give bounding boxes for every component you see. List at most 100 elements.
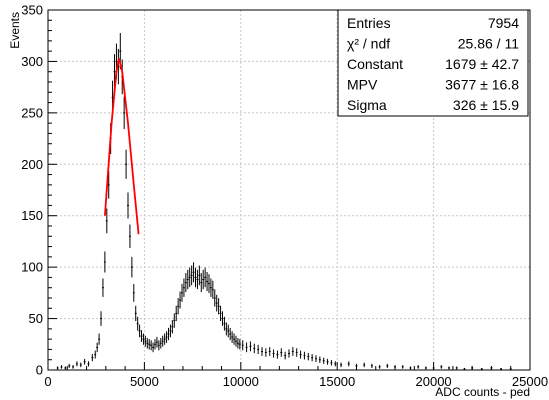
data-point (150, 340, 153, 351)
data-point (154, 339, 156, 350)
data-point (261, 347, 263, 356)
data-point (91, 354, 94, 362)
data-point (182, 278, 185, 297)
data-point (417, 365, 420, 369)
data-point (202, 269, 205, 290)
data-point (159, 338, 162, 349)
data-point (165, 331, 168, 343)
data-point (196, 269, 199, 290)
y-tick-label: 100 (21, 260, 43, 275)
data-point (211, 280, 214, 299)
data-point (245, 342, 248, 353)
x-axis-label: ADC counts - ped (435, 385, 530, 399)
data-point (424, 366, 427, 370)
stat-value: 1679 ± 42.7 (445, 56, 519, 72)
data-point (249, 341, 252, 352)
data-point (215, 294, 218, 312)
data-point (64, 366, 67, 370)
data-point (231, 331, 234, 343)
data-point (128, 224, 131, 249)
data-point (209, 278, 212, 297)
data-point (326, 358, 329, 365)
data-point (241, 340, 244, 351)
x-tick-label: 5000 (130, 374, 159, 389)
x-tick-label: 10000 (223, 374, 259, 389)
data-point (386, 363, 389, 368)
data-point (186, 269, 189, 290)
data-point (253, 343, 256, 354)
data-point (148, 339, 151, 350)
data-point (284, 351, 287, 360)
data-point (175, 305, 178, 322)
plot-frame (47, 9, 531, 371)
data-point (103, 251, 106, 273)
x-tick-labels: 0 5000 10000 15000 20000 25000 (44, 374, 548, 389)
stat-label: Constant (347, 56, 403, 72)
x-tick-label: 15000 (319, 374, 355, 389)
data-point (363, 362, 366, 368)
data-point (288, 349, 290, 358)
stats-box-frame (337, 9, 529, 117)
stat-value: 25.86 / 11 (458, 36, 519, 52)
data-point (190, 265, 193, 286)
data-point (291, 347, 294, 356)
fit-curve (104, 58, 140, 235)
data-point (318, 356, 321, 363)
data-point (152, 342, 155, 353)
data-point (378, 365, 381, 369)
stats-rows: Entries 7954 χ² / ndf 25.86 / 11 Constant 167… (347, 15, 519, 113)
data-point (94, 350, 97, 359)
y-tick-label: 0 (36, 363, 43, 378)
data-point (194, 267, 197, 288)
data-point (213, 289, 216, 307)
data-point (347, 361, 350, 367)
data-point (123, 96, 126, 130)
data-point (144, 335, 147, 347)
data-point (72, 365, 75, 369)
stat-value: 3677 ± 16.8 (445, 77, 519, 93)
data-point (401, 365, 404, 369)
data-point (68, 363, 71, 368)
data-point (455, 366, 458, 370)
axis-ticks (47, 9, 531, 371)
data-point (100, 311, 102, 326)
data-point (157, 340, 160, 351)
data-point (198, 265, 201, 286)
data-point (225, 322, 228, 336)
data-point (268, 347, 271, 356)
data-point (322, 357, 325, 364)
data-point (138, 324, 141, 338)
data-point (155, 336, 158, 348)
data-point (272, 349, 275, 358)
data-point (315, 355, 317, 363)
data-point (307, 352, 310, 361)
y-tick-label: 300 (21, 54, 43, 69)
data-point (233, 333, 236, 345)
x-tick-label: 0 (44, 374, 51, 389)
data-point (169, 324, 172, 338)
data-point (136, 316, 139, 331)
stats-box: Entries 7954 χ² / ndf 25.86 / 11 Constant 167… (337, 9, 529, 117)
data-point (130, 256, 133, 278)
stat-value: 7954 (488, 15, 519, 31)
data-point (98, 333, 101, 345)
data-point (303, 351, 306, 360)
data-point (163, 333, 166, 345)
data-point (179, 291, 182, 309)
data-point (107, 171, 110, 199)
stat-label: Sigma (347, 97, 387, 113)
data-point (181, 283, 183, 302)
data-point (140, 330, 143, 342)
data-point (127, 192, 129, 219)
data-point (192, 262, 195, 283)
data-point (238, 339, 241, 350)
data-point (204, 267, 207, 288)
data-point (236, 338, 239, 349)
data-point (132, 283, 135, 302)
data-point (206, 272, 209, 292)
y-tick-labels: 0 50 100 150 200 250 300 350 (21, 3, 43, 378)
data-point (330, 360, 333, 366)
data-point (208, 274, 210, 294)
data-point (173, 313, 176, 328)
